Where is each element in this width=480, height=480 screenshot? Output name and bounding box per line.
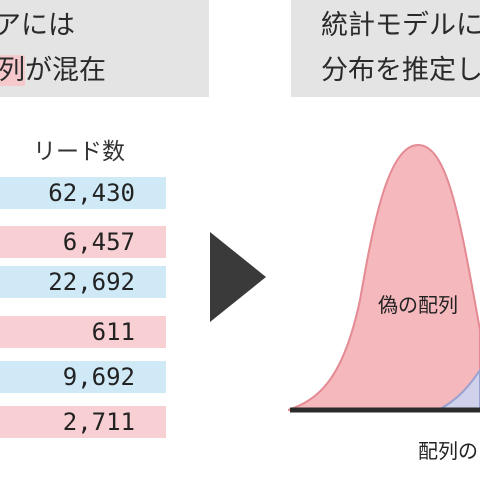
- read-count-header: リード数: [33, 139, 125, 165]
- read-count-row: 9,692: [0, 361, 166, 393]
- read-count-row: 62,430: [0, 177, 166, 209]
- right-title-banner: 統計モデルに 分布を推定し: [291, 0, 480, 97]
- distribution-figure: [288, 143, 480, 413]
- false-sequence-curve: [288, 143, 480, 411]
- right-triangle-arrow-icon: [210, 232, 266, 322]
- x-axis-label: 配列の: [418, 439, 478, 463]
- read-count-row: 22,692: [0, 266, 166, 298]
- read-count-row: 2,711: [0, 406, 166, 438]
- left-title-line2-rest: が混在: [25, 55, 106, 86]
- right-title-line1: 統計モデルに: [321, 10, 480, 41]
- read-count-row: 6,457: [0, 226, 166, 258]
- left-title-line2: 列が混在: [0, 55, 106, 87]
- left-title-banner: アには 列が混在: [0, 0, 209, 97]
- right-title-line2: 分布を推定し: [321, 55, 480, 86]
- read-count-row: 611: [0, 316, 166, 348]
- true-sequence-curve: [437, 368, 480, 411]
- left-title-line1: アには: [0, 10, 75, 41]
- highlighted-word: 列: [0, 55, 25, 86]
- false-sequence-label: 偽の配列: [378, 293, 458, 317]
